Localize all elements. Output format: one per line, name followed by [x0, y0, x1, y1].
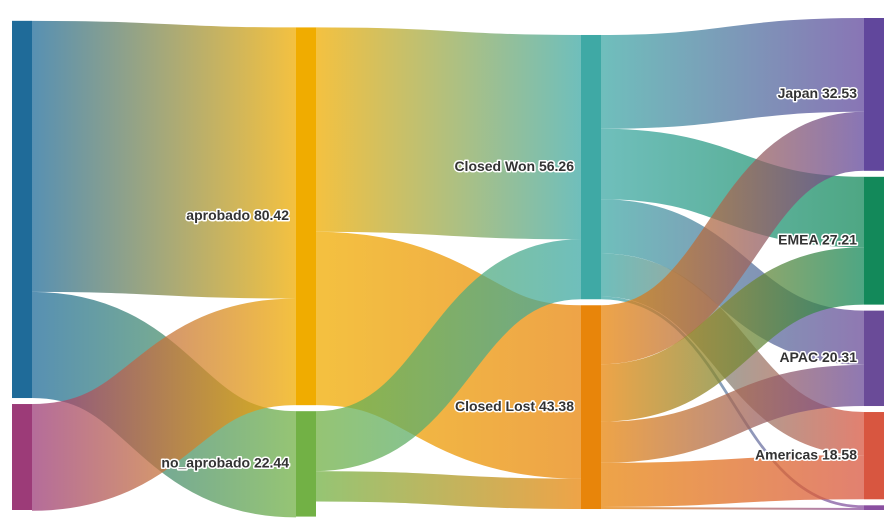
flow-aprobado-to-closed_won[interactable] — [315, 27, 582, 240]
node-emea[interactable] — [864, 176, 884, 305]
label-closed_lost: Closed Lost 43.38 — [455, 398, 574, 414]
label-aprobado: aprobado 80.42 — [186, 207, 289, 223]
flow-closed_lost-to-japan[interactable] — [599, 111, 866, 365]
node-src_b[interactable] — [12, 404, 32, 510]
flow-closed_lost-to-other[interactable] — [600, 507, 865, 511]
flow-src_a-to-aprobado[interactable] — [31, 20, 297, 299]
node-apac[interactable] — [864, 310, 884, 407]
flow-no_aprobado-to-closed_won[interactable] — [314, 239, 583, 472]
flow-closed_lost-to-emea[interactable] — [600, 247, 865, 422]
labels-layer: aprobado 80.42 no_aprobado 22.44 Closed Wo… — [160, 84, 859, 472]
node-closed_lost[interactable] — [581, 305, 601, 510]
links-layer — [29, 17, 866, 518]
nodes-layer — [12, 18, 884, 517]
node-no_aprobado[interactable] — [296, 411, 316, 517]
flow-no_aprobado-to-closed_lost[interactable] — [315, 471, 582, 510]
node-japan[interactable] — [864, 18, 884, 171]
node-americas[interactable] — [864, 412, 884, 500]
node-src_a[interactable] — [12, 20, 32, 399]
node-closed_won[interactable] — [581, 34, 601, 300]
label-emea: EMEA 27.21 — [778, 231, 857, 247]
label-apac: APAC 20.31 — [779, 349, 857, 365]
node-other[interactable] — [864, 505, 884, 510]
label-americas: Americas 18.58 — [755, 446, 857, 462]
flow-src_b-to-aprobado[interactable] — [30, 298, 298, 511]
label-japan: Japan 32.53 — [778, 85, 858, 101]
label-no_aprobado: no_aprobado 22.44 — [161, 455, 289, 471]
flow-closed_lost-to-apac[interactable] — [600, 364, 865, 463]
node-aprobado[interactable] — [296, 27, 316, 406]
flow-closed_won-to-japan[interactable] — [600, 17, 865, 129]
flow-closed_lost-to-americas[interactable] — [600, 455, 865, 508]
label-closed_won: Closed Won 56.26 — [454, 158, 574, 174]
